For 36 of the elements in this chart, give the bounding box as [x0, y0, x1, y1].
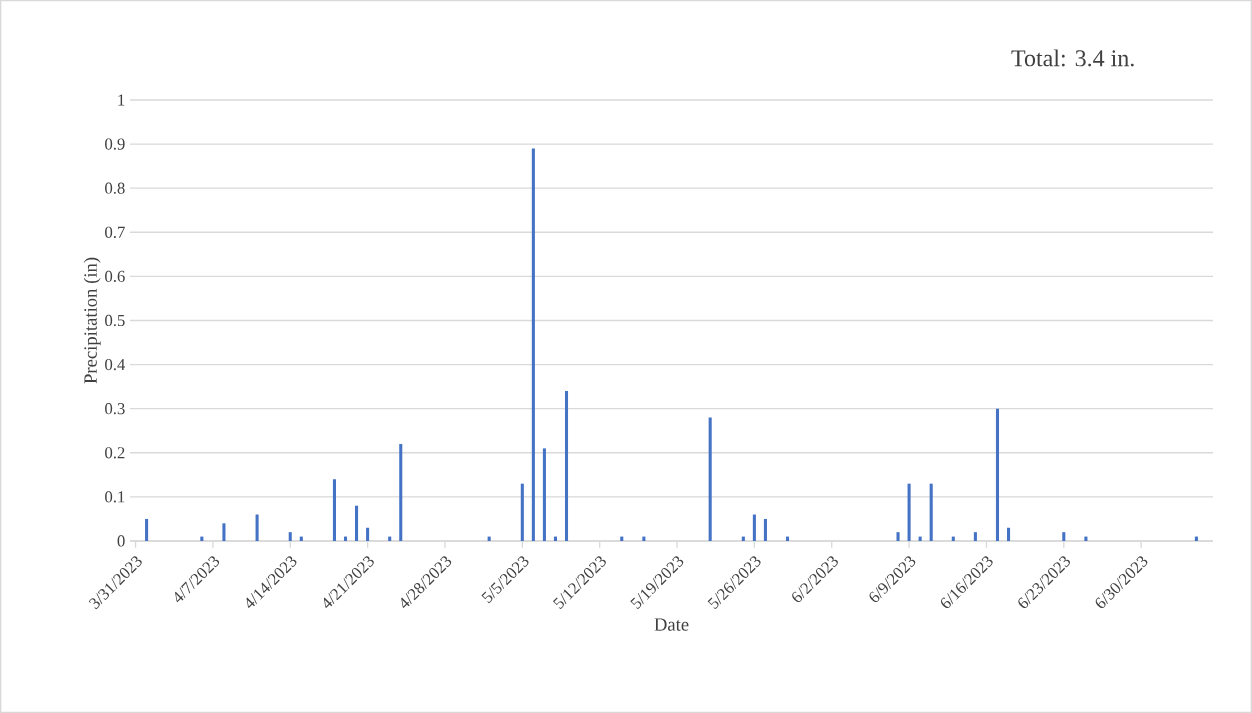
y-tick-label: 1	[118, 94, 125, 106]
bar	[520, 483, 524, 541]
bar	[708, 417, 712, 541]
bar	[1007, 527, 1011, 541]
bar	[752, 514, 756, 541]
y-tick-label: 0.7	[105, 226, 125, 238]
bar	[995, 408, 1000, 541]
bar	[929, 483, 933, 541]
bar	[564, 391, 569, 541]
text: Total: 3.4 in.	[1011, 49, 1134, 67]
bar	[145, 518, 149, 541]
bar	[542, 448, 546, 541]
bar	[531, 148, 535, 541]
bar	[399, 443, 403, 541]
y-tick-label: 0.5	[105, 314, 125, 327]
bar	[763, 518, 767, 541]
y-axis-title: Precipitation (in)	[83, 257, 101, 384]
y-tick-label: 0.3	[105, 403, 125, 415]
x-axis-title: Date	[654, 618, 689, 631]
bar	[355, 505, 359, 541]
y-tick-label: 0.8	[105, 182, 125, 194]
bar	[366, 527, 370, 541]
y-tick-label: 0.6	[105, 270, 125, 283]
y-tick-label: 0.9	[105, 138, 125, 150]
y-tick-label: 0.1	[105, 491, 125, 503]
bar	[332, 479, 336, 541]
bar	[896, 532, 900, 541]
y-tick-label: 0.2	[105, 447, 125, 459]
bar	[1062, 532, 1066, 541]
y-tick-label: 0	[117, 535, 125, 547]
bar	[255, 514, 259, 541]
y-tick-label: 0.4	[105, 358, 126, 371]
bar	[907, 483, 911, 541]
bar	[973, 532, 977, 541]
bar	[288, 532, 292, 541]
bar	[222, 523, 226, 541]
